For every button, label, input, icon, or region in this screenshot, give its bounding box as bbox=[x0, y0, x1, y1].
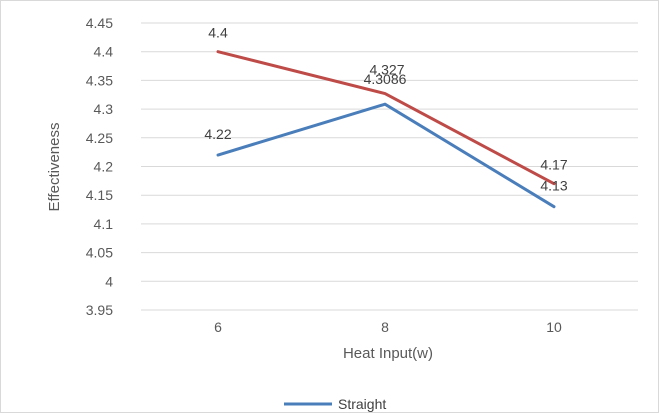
x-axis-ticks: 6 8 10 bbox=[214, 319, 562, 335]
y-tick-label: 4.25 bbox=[86, 130, 113, 146]
data-label: 4.22 bbox=[204, 126, 231, 142]
y-tick-label: 4.05 bbox=[86, 245, 113, 261]
x-tick-label: 8 bbox=[381, 319, 389, 335]
x-axis-title: Heat Input(w) bbox=[343, 345, 433, 362]
y-tick-label: 4 bbox=[105, 273, 113, 289]
y-axis-ticks: 4.45 4.4 4.35 4.3 4.25 4.2 4.15 4.1 4.05 4 3.95 bbox=[86, 15, 113, 318]
data-label: 4.13 bbox=[540, 178, 567, 194]
y-tick-label: 4.45 bbox=[86, 15, 113, 31]
data-label: 4.17 bbox=[540, 157, 567, 173]
legend: Straight bbox=[284, 396, 386, 412]
y-axis-title: Effectiveness bbox=[46, 123, 63, 212]
y-tick-label: 3.95 bbox=[86, 302, 113, 318]
data-label: 4.4 bbox=[208, 25, 228, 41]
x-tick-label: 6 bbox=[214, 319, 222, 335]
y-tick-label: 4.2 bbox=[94, 159, 114, 175]
y-tick-label: 4.1 bbox=[94, 216, 114, 232]
legend-label: Straight bbox=[338, 396, 386, 412]
y-tick-label: 4.15 bbox=[86, 187, 113, 203]
y-tick-label: 4.35 bbox=[86, 72, 113, 88]
data-label: 4.327 bbox=[369, 62, 404, 78]
y-tick-label: 4.3 bbox=[94, 101, 114, 117]
x-tick-label: 10 bbox=[546, 319, 562, 335]
y-tick-label: 4.4 bbox=[94, 44, 114, 60]
